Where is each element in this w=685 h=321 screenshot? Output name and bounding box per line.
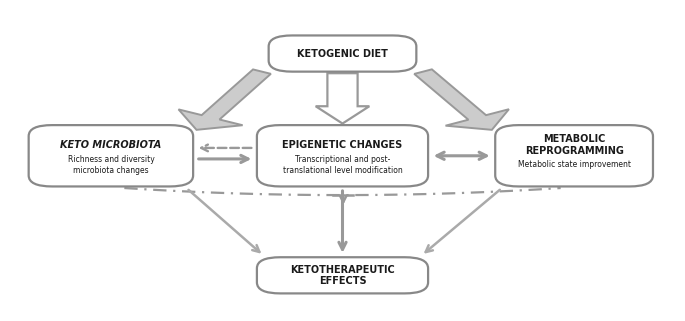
Text: Richness and diversity
microbiota changes: Richness and diversity microbiota change… bbox=[68, 155, 154, 175]
Polygon shape bbox=[179, 69, 271, 130]
FancyBboxPatch shape bbox=[495, 125, 653, 187]
Text: EPIGENETIC CHANGES: EPIGENETIC CHANGES bbox=[282, 140, 403, 150]
Text: Metabolic state improvement: Metabolic state improvement bbox=[518, 160, 631, 169]
Polygon shape bbox=[414, 69, 509, 130]
FancyBboxPatch shape bbox=[257, 125, 428, 187]
Text: METABOLIC
REPROGRAMMING: METABOLIC REPROGRAMMING bbox=[525, 134, 623, 156]
Text: Transcriptional and post-
translational level modification: Transcriptional and post- translational … bbox=[283, 155, 402, 175]
FancyBboxPatch shape bbox=[29, 125, 193, 187]
Text: KETOGENIC DIET: KETOGENIC DIET bbox=[297, 48, 388, 58]
Text: KETOTHERAPEUTIC
EFFECTS: KETOTHERAPEUTIC EFFECTS bbox=[290, 265, 395, 286]
FancyBboxPatch shape bbox=[257, 257, 428, 293]
Text: KETO MICROBIOTA: KETO MICROBIOTA bbox=[60, 140, 162, 150]
FancyBboxPatch shape bbox=[269, 35, 416, 72]
Polygon shape bbox=[316, 73, 369, 124]
